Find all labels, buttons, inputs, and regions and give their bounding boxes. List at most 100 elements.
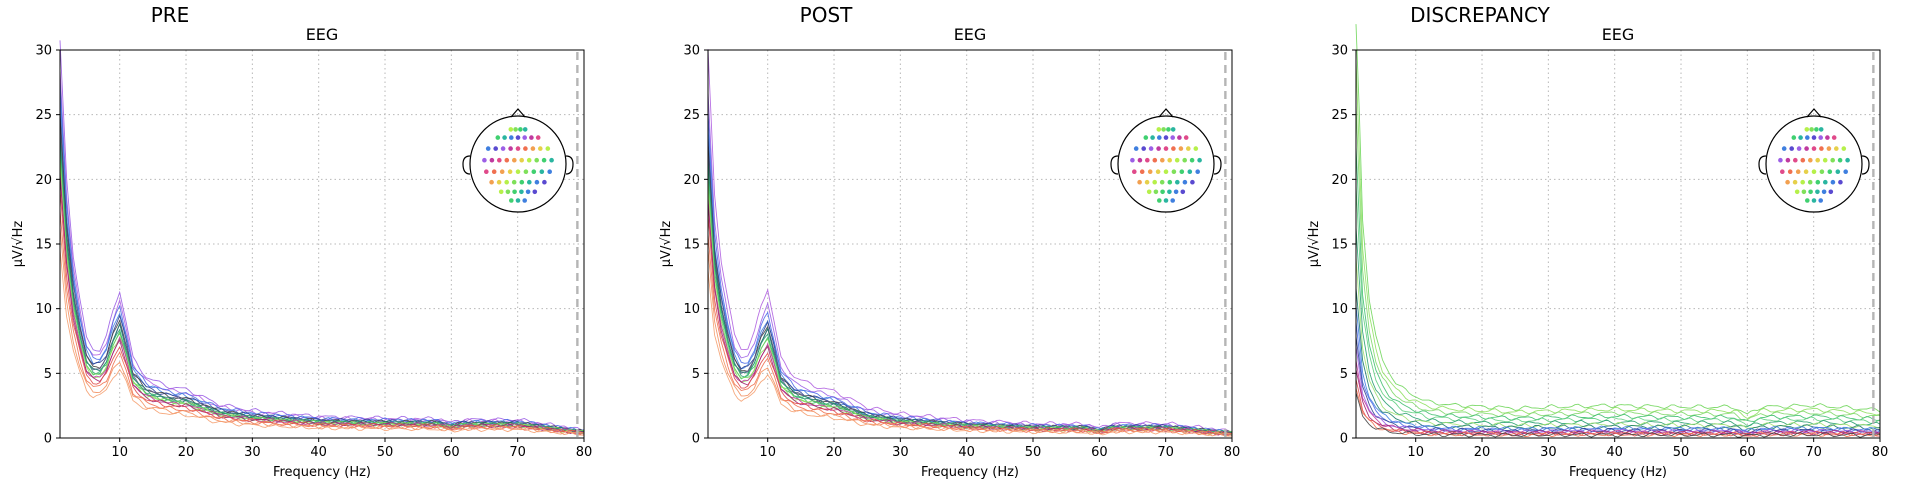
sensor-dot (1156, 146, 1161, 151)
sensor-dot (1837, 157, 1843, 163)
series-line (1355, 104, 1881, 421)
sensor-dot (523, 169, 529, 174)
sensor-dot (1137, 179, 1142, 185)
sensor-dot (534, 157, 539, 163)
sensor-dot (1167, 179, 1173, 185)
sensor-dot (1819, 169, 1825, 174)
sensor-dot (1145, 157, 1150, 163)
sensor-dot (519, 189, 524, 195)
sensor-dot (509, 135, 514, 140)
sensor-dot (1141, 146, 1146, 151)
sensor-dot (522, 198, 527, 203)
sensor-dot (1163, 198, 1169, 203)
sensor-dot (1187, 169, 1193, 174)
grid (708, 50, 1232, 438)
sensor-dot (1179, 169, 1185, 174)
sensor-dot (1160, 157, 1165, 163)
sensor-dot (1811, 198, 1817, 203)
sensor-dot (1821, 189, 1827, 195)
sensor-dot (1155, 169, 1161, 174)
sensor-dot (1171, 169, 1177, 174)
sensor-dot (1163, 146, 1169, 151)
sensor-dot (482, 157, 487, 163)
sensor-dot (515, 135, 521, 140)
sensor-dot (1152, 157, 1158, 163)
sensor-dot (1828, 189, 1834, 195)
sensor-dot (1186, 146, 1191, 151)
sensor-dot (518, 127, 523, 132)
sensor-dot (1793, 157, 1798, 163)
x-axis-label: Frequency (Hz) (921, 465, 1019, 480)
sensor-dot (531, 169, 537, 174)
x-tick-label: 40 (1606, 445, 1623, 460)
sensor-dot (526, 157, 532, 163)
sensor-dot (1130, 157, 1135, 163)
sensor-dot (1182, 157, 1187, 163)
y-tick-label: 10 (1331, 302, 1348, 317)
head-outline (469, 115, 567, 213)
sensor-dot (1156, 127, 1162, 132)
sensor-dot (522, 135, 527, 140)
sensor-dot (1197, 157, 1202, 163)
sensor-dot (547, 169, 552, 174)
sensor-dot (1805, 198, 1810, 203)
sensor-dot (508, 127, 514, 132)
sensor-layout-inset (1110, 108, 1222, 213)
sensor-dot (523, 146, 528, 151)
y-tick-label: 0 (44, 432, 52, 447)
x-tick-label: 10 (759, 445, 776, 460)
y-tick-label: 20 (1331, 173, 1348, 188)
sensor-dot (1804, 127, 1810, 132)
y-tick-label: 15 (1331, 238, 1348, 253)
sensor-dot (1796, 146, 1802, 151)
sensor-dot (1157, 198, 1162, 203)
sensor-dot (508, 146, 513, 151)
sensor-dot (1835, 169, 1841, 174)
sensor-dot (504, 157, 510, 163)
sensor-dot (1807, 179, 1813, 185)
y-axis-label: µV/√Hz (11, 221, 26, 268)
sensor-dot (495, 135, 501, 140)
sensor-dot (1133, 146, 1139, 151)
sensor-dot (1843, 169, 1848, 174)
sensor-dot (1811, 169, 1817, 174)
sensor-dot (1132, 169, 1137, 174)
series-group (707, 49, 1233, 438)
chart-title: EEG (954, 25, 987, 44)
y-tick-label: 10 (683, 302, 700, 317)
sensor-dot (1147, 169, 1153, 174)
series-line (1355, 306, 1881, 432)
panel-title: DISCREPANCY (1410, 3, 1551, 27)
panel-title: PRE (151, 3, 190, 27)
y-tick-label: 20 (683, 173, 700, 188)
right-ear (1861, 155, 1870, 175)
sensor-dot (1195, 169, 1200, 174)
sensor-dot (1791, 135, 1797, 140)
panel-discrepancy: DISCREPANCY EEG 10 20 30 40 50 60 70 80 0 5 10 15 20… (1307, 3, 1888, 480)
sensor-dot (534, 179, 540, 185)
series-line (707, 213, 1233, 437)
sensor-dot (1778, 157, 1783, 163)
panel-title: POST (800, 3, 853, 27)
sensor-dot (493, 146, 498, 151)
sensor-dot (1815, 189, 1820, 195)
x-tick-label: 60 (1091, 445, 1108, 460)
sensor-dot (1781, 146, 1787, 151)
sensor-dot (1815, 157, 1820, 163)
sensor-dot (1789, 146, 1794, 151)
sensor-dot (1175, 179, 1180, 185)
plot-frame (59, 49, 585, 439)
sensor-dot (529, 135, 534, 140)
sensor-dot (1818, 135, 1823, 140)
sensor-dot (532, 189, 538, 195)
y-tick-label: 5 (44, 367, 52, 382)
sensor-dot (515, 198, 521, 203)
sensor-dot (509, 198, 514, 203)
series-line (1355, 360, 1881, 437)
sensor-dot (1800, 179, 1805, 185)
y-tick-label: 0 (692, 432, 700, 447)
sensor-dot (1798, 135, 1803, 140)
sensor-dot (1183, 135, 1189, 140)
